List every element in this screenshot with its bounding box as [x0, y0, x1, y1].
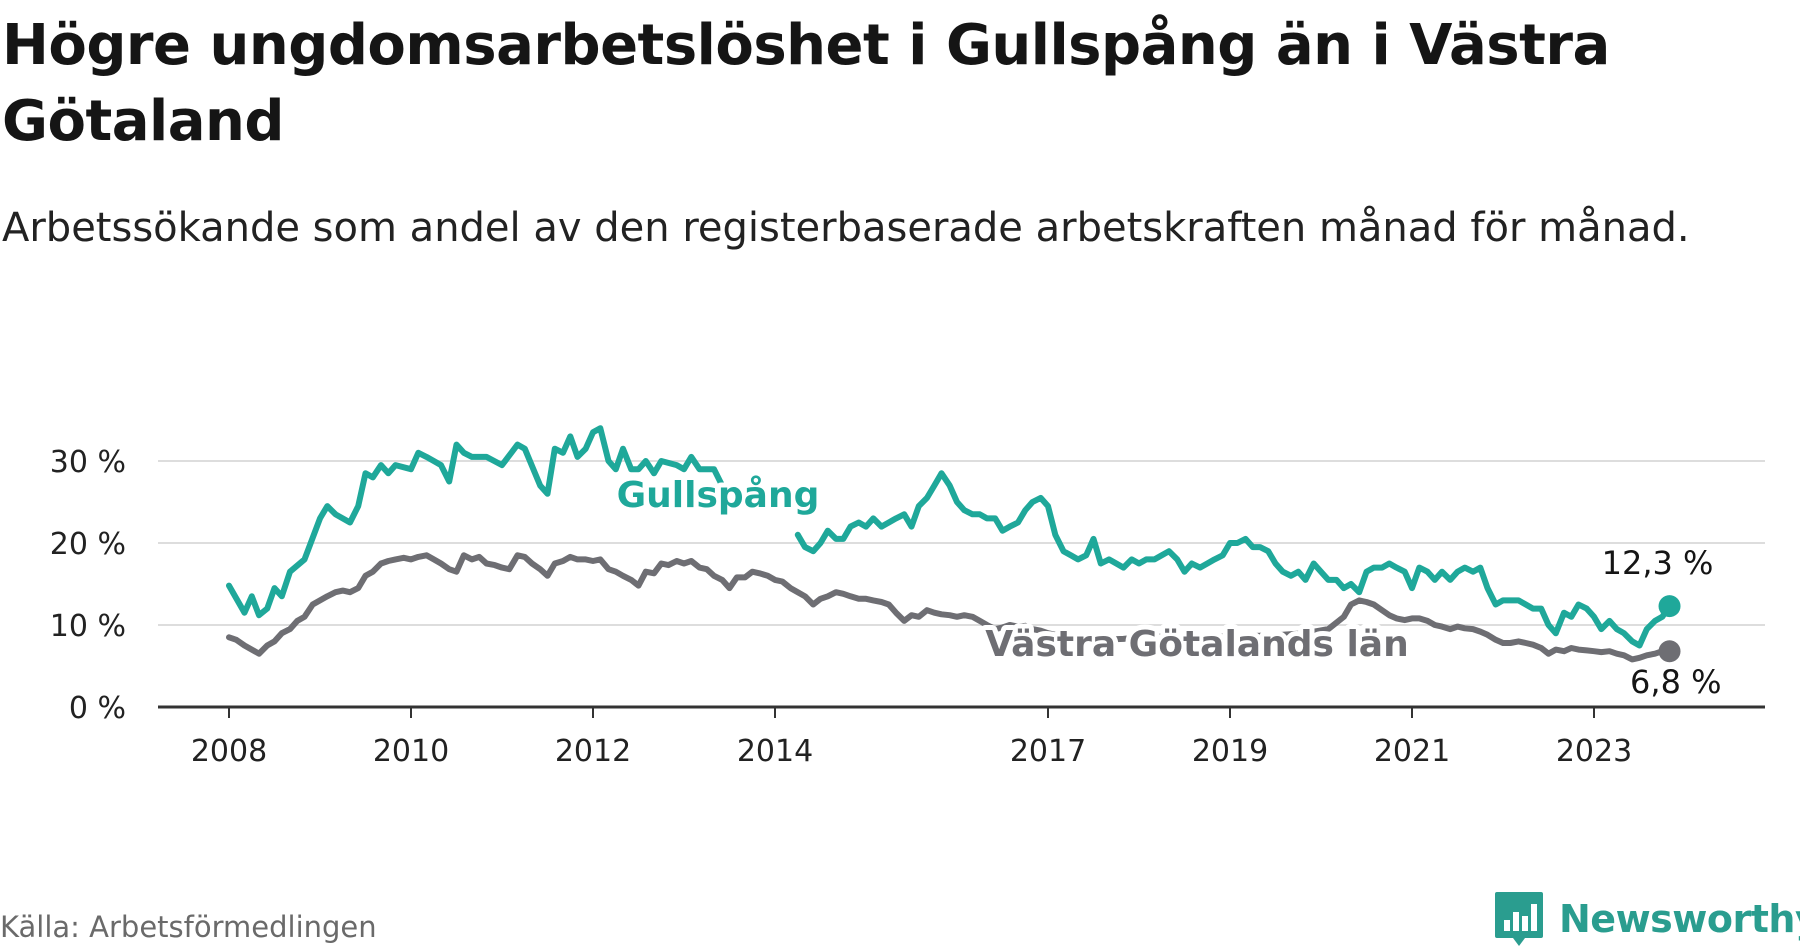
brand-name: Newsworthy — [1559, 897, 1800, 941]
end-point-gullspang — [1658, 595, 1681, 618]
y-tick-label: 20 % — [50, 527, 126, 562]
end-label-vastra-gotaland: 6,8 % — [1630, 663, 1721, 701]
axis-layer: 0 % 10 % 20 % 30 % 2008 2010 2012 2014 2017 2019 2… — [50, 445, 1765, 769]
x-tick-label: 2023 — [1556, 734, 1632, 769]
x-tick-label: 2017 — [1010, 734, 1086, 769]
x-tick-label: 2019 — [1192, 734, 1268, 769]
y-tick-label: 0 % — [69, 691, 126, 726]
y-tick-label: 10 % — [50, 609, 126, 644]
x-tick-label: 2021 — [1374, 734, 1450, 769]
brand-logo[interactable]: Newsworthy — [1493, 890, 1800, 948]
source-note: Källa: Arbetsförmedlingen — [0, 910, 377, 944]
newsworthy-logo-icon — [1495, 892, 1543, 946]
series-line-gullspang — [226, 425, 1673, 649]
grid-layer — [158, 460, 1765, 626]
series-label-halo: Västra Götalands län — [985, 624, 1408, 665]
series-label-halo: Gullspång — [617, 475, 820, 516]
x-tick-label: 2012 — [555, 734, 631, 769]
chart-subtitle: Arbetssökande som andel av den registerb… — [2, 205, 1690, 251]
end-label-gullspang: 12,3 % — [1602, 544, 1714, 582]
y-tick-label: 30 % — [50, 445, 126, 480]
x-tick-label: 2014 — [737, 734, 813, 769]
end-point-vastra-gotaland — [1658, 640, 1681, 663]
series-label-vastra-gotaland: Västra Götalands län — [985, 624, 1408, 665]
x-tick-label: 2008 — [191, 734, 267, 769]
series-layer — [226, 425, 1673, 663]
chart-title: Högre ungdomsarbetslöshet i Gullspång än… — [2, 13, 1610, 154]
x-tick-label: 2010 — [373, 734, 449, 769]
series-line-vastra-gotaland — [226, 552, 1673, 663]
series-label-gullspang: Gullspång — [617, 475, 820, 516]
